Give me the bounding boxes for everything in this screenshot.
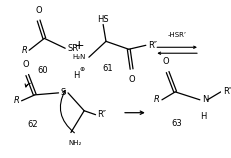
Text: R″: R″ [97,110,106,119]
Text: N: N [201,95,207,104]
Text: H: H [73,70,79,79]
Text: R″: R″ [222,87,231,96]
Text: O: O [22,60,29,69]
Text: HS: HS [97,15,109,24]
Text: SR': SR' [67,44,80,53]
Text: R: R [154,95,159,104]
Text: O: O [128,75,134,84]
Text: O: O [35,6,42,15]
Text: R″: R″ [147,41,156,50]
Text: R: R [21,46,27,55]
Text: ⊕: ⊕ [79,67,85,72]
Text: 63: 63 [171,119,182,128]
Text: -HSR’: -HSR’ [167,32,186,38]
Text: R: R [14,96,20,105]
Text: H: H [200,112,206,121]
Text: H₂N: H₂N [72,54,86,60]
Text: 61: 61 [102,64,113,73]
Text: 62: 62 [27,120,38,129]
Text: S: S [61,88,66,97]
Text: O: O [162,57,168,66]
Text: +: + [73,39,83,52]
Text: 60: 60 [37,66,48,75]
Text: NH₂: NH₂ [68,140,81,146]
